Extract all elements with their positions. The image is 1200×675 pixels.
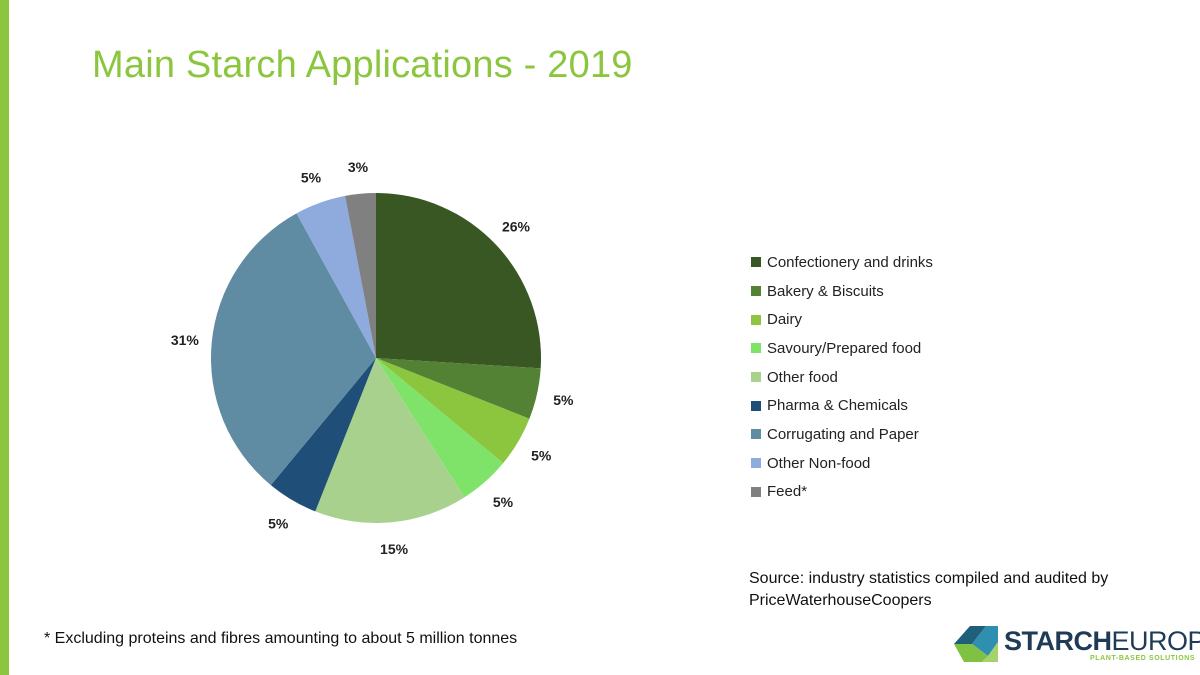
legend-swatch <box>751 458 761 469</box>
legend-label: Corrugating and Paper <box>767 425 919 443</box>
legend-item: Other food <box>751 363 933 392</box>
legend-item: Pharma & Chemicals <box>751 391 933 420</box>
pie-slice <box>376 358 541 419</box>
pie-slice <box>376 358 504 498</box>
legend-item: Bakery & Biscuits <box>751 277 933 306</box>
pie-slice <box>270 358 376 512</box>
pie-slice <box>210 213 376 486</box>
chart-legend: Confectionery and drinks Bakery & Biscuit… <box>751 248 933 506</box>
legend-label: Feed* <box>767 483 808 501</box>
slice-data-label: 26% <box>502 219 531 235</box>
legend-swatch <box>751 372 761 383</box>
legend-item: Confectionery and drinks <box>751 248 933 277</box>
pie-slice <box>315 358 465 523</box>
slice-data-label: 31% <box>171 332 200 348</box>
legend-swatch <box>751 429 761 440</box>
footnote: * Excluding proteins and fibres amountin… <box>44 630 518 647</box>
logo-emblem-icon <box>954 626 998 662</box>
legend-swatch <box>751 257 761 268</box>
legend-item: Corrugating and Paper <box>751 420 933 449</box>
slice-data-label: 5% <box>553 392 574 408</box>
legend-swatch <box>751 343 761 354</box>
legend-label: Dairy <box>767 311 803 329</box>
starch-europe-logo: STARCHEUROPE PLANT-BASED SOLUTIONS <box>952 622 1200 666</box>
logo-wordmark: STARCHEUROPE <box>1004 626 1200 656</box>
slice-data-label: 5% <box>301 169 322 185</box>
pie-slice <box>345 193 376 358</box>
legend-item: Dairy <box>751 305 933 334</box>
source-note: Source: industry statistics compiled and… <box>749 570 1109 609</box>
legend-swatch <box>751 486 761 497</box>
legend-label: Other Non-food <box>767 454 871 472</box>
slice-data-label: 5% <box>268 515 289 531</box>
chart-title: Main Starch Applications - 2019 <box>92 44 633 86</box>
pie-slice <box>376 193 541 369</box>
legend-swatch <box>751 400 761 411</box>
legend-item: Savoury/Prepared food <box>751 334 933 363</box>
green-side-bar <box>0 0 9 675</box>
legend-swatch <box>751 286 761 297</box>
pie-slice <box>376 358 530 464</box>
logo-tagline: PLANT-BASED SOLUTIONS <box>1090 655 1196 662</box>
pie-slice <box>296 195 376 358</box>
legend-label: Other food <box>767 368 838 386</box>
legend-swatch <box>751 314 761 325</box>
legend-label: Bakery & Biscuits <box>767 282 884 300</box>
slice-data-label: 3% <box>348 159 369 175</box>
legend-label: Confectionery and drinks <box>767 253 933 271</box>
slice-data-label: 15% <box>380 541 409 557</box>
legend-label: Pharma & Chemicals <box>767 397 908 415</box>
legend-label: Savoury/Prepared food <box>767 339 922 357</box>
legend-item: Other Non-food <box>751 449 933 478</box>
slice-data-label: 5% <box>531 448 552 464</box>
slice-data-label: 5% <box>493 494 514 510</box>
legend-item: Feed* <box>751 478 933 507</box>
